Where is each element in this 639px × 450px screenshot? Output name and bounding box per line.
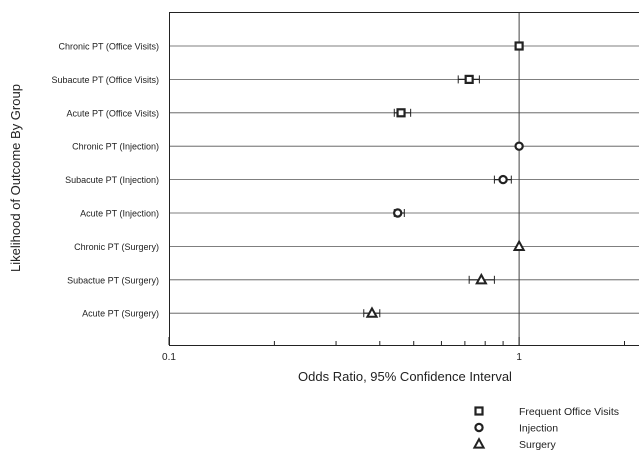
legend-circle-icon — [474, 422, 484, 433]
category-label: Chronic PT (Office Visits) — [58, 42, 159, 52]
data-points — [363, 41, 526, 318]
circle-point — [514, 141, 524, 151]
legend: Frequent Office Visits Injection Surgery — [472, 406, 619, 450]
category-label: Subacute PT (Injection) — [65, 175, 159, 185]
square-point — [464, 74, 474, 85]
category-label: Acute PT (Office Visits) — [66, 108, 159, 118]
category-label: Chronic PT (Surgery) — [74, 242, 159, 252]
legend-square-icon — [474, 406, 484, 416]
category-label: Chronic PT (Injection) — [72, 142, 159, 152]
circle-point — [392, 208, 403, 218]
triangle-point — [475, 272, 488, 285]
category-label: Acute PT (Surgery) — [82, 309, 159, 319]
legend-triangle-icon — [472, 437, 486, 449]
category-label: Subacute PT (Office Visits) — [51, 75, 159, 85]
x-tick-label: 1 — [516, 352, 522, 363]
category-label: Subactue PT (Surgery) — [67, 275, 159, 285]
grid-lines — [169, 45, 639, 314]
legend-label: Surgery — [519, 439, 557, 450]
square-point — [514, 41, 524, 51]
legend-label: Frequent Office Visits — [519, 406, 619, 418]
triangle-point — [512, 239, 526, 251]
square-point — [396, 108, 406, 118]
legend-label: Injection — [519, 423, 558, 435]
triangle-point — [365, 306, 379, 318]
y-axis-title: Likelihood of Outcome By Group — [8, 84, 23, 272]
x-axis-ticks: 0.1 1 — [162, 337, 626, 363]
category-labels: Chronic PT (Office Visits) Subacute PT (O… — [51, 42, 159, 319]
x-axis-title: Odds Ratio, 95% Confidence Interval — [298, 369, 512, 384]
category-label: Acute PT (Injection) — [80, 209, 159, 219]
plot-frame — [169, 12, 639, 346]
circle-point — [498, 174, 508, 185]
x-tick-label: 0.1 — [162, 352, 176, 363]
